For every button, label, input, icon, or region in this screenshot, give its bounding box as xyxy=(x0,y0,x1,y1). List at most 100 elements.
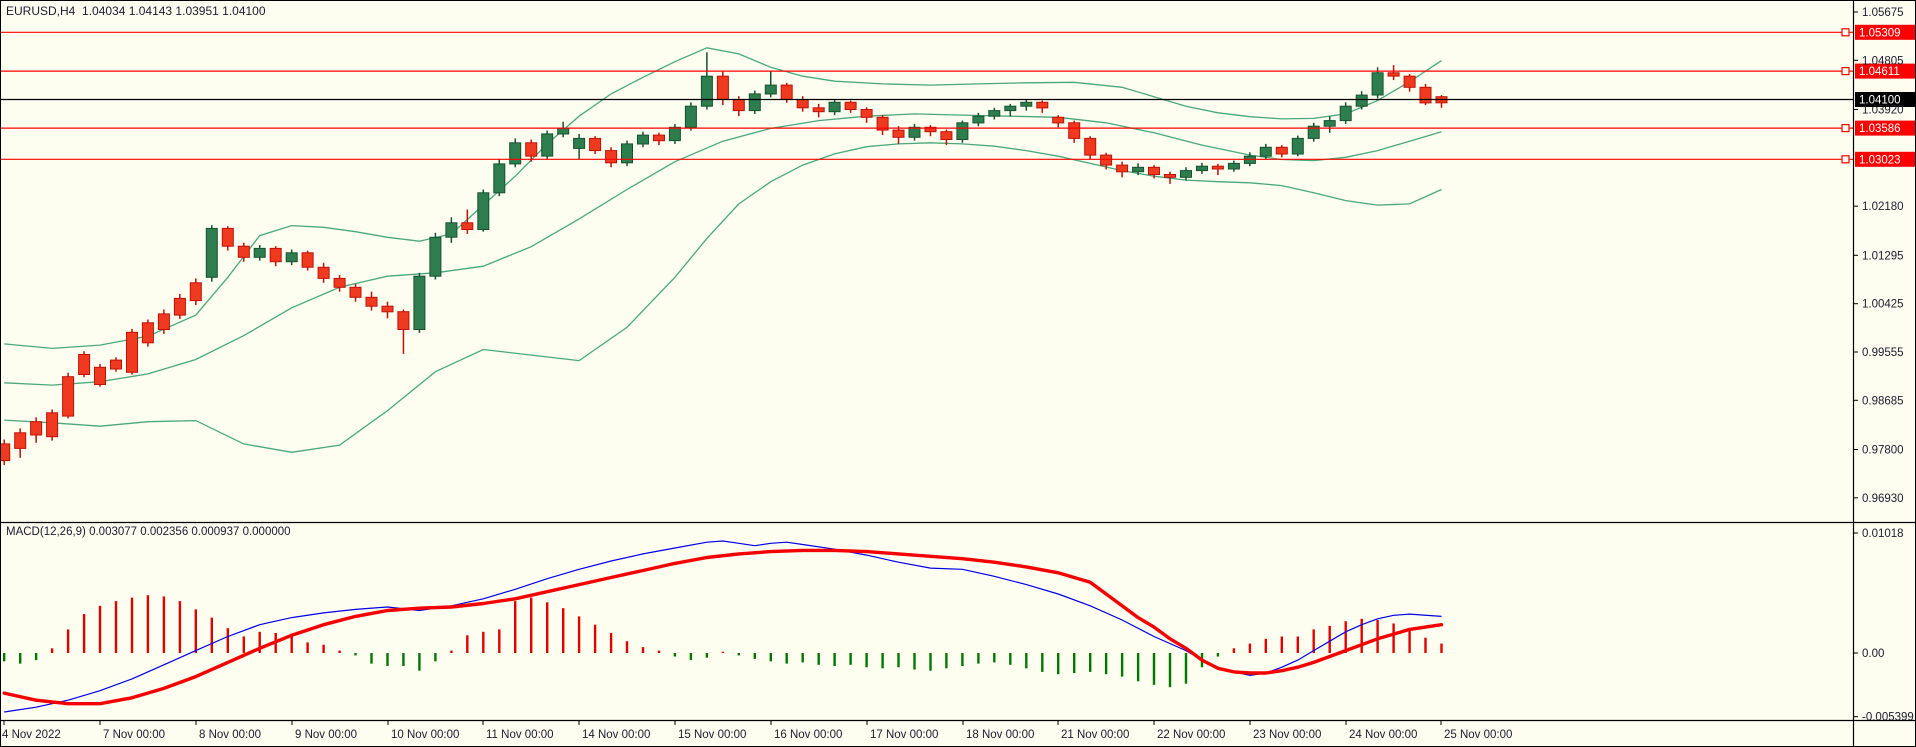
candle xyxy=(285,249,298,266)
candle-body xyxy=(1052,116,1065,124)
candle-body xyxy=(573,137,586,149)
candle xyxy=(141,319,154,347)
candle xyxy=(317,262,330,283)
candle xyxy=(365,291,378,311)
candle-body xyxy=(541,133,554,157)
date-tick-label[interactable]: 25 Nov 00:00 xyxy=(1444,729,1512,741)
candle-body xyxy=(557,127,570,135)
candle xyxy=(94,363,106,387)
candle xyxy=(844,100,857,113)
candle-body xyxy=(796,99,809,109)
candle-body xyxy=(173,297,186,316)
candle xyxy=(429,232,442,280)
candle-body xyxy=(429,236,442,277)
candle-body xyxy=(1227,162,1240,170)
candle xyxy=(110,357,122,372)
candle-body xyxy=(1291,137,1304,155)
price-line-handle[interactable] xyxy=(1841,155,1850,164)
candle xyxy=(557,121,570,138)
candle-body xyxy=(141,322,154,344)
candle xyxy=(78,351,91,378)
date-tick-label[interactable]: 21 Nov 00:00 xyxy=(1061,729,1129,741)
candle xyxy=(205,225,218,282)
date-tick-label[interactable]: 9 Nov 00:00 xyxy=(295,729,357,741)
candle-body xyxy=(349,286,362,298)
candle-body xyxy=(1084,137,1097,156)
date-tick-label[interactable]: 22 Nov 00:00 xyxy=(1157,729,1225,741)
candle-body xyxy=(30,421,43,436)
candle-body xyxy=(1419,86,1432,104)
candle xyxy=(477,189,490,232)
candle-body xyxy=(812,107,825,113)
date-tick-label[interactable]: 15 Nov 00:00 xyxy=(678,729,746,741)
candle-body xyxy=(908,126,921,138)
candle-body xyxy=(477,192,490,231)
candle-body xyxy=(525,142,538,157)
candle xyxy=(349,283,362,302)
price-tick-label: 0.99555 xyxy=(1862,347,1904,359)
candle-body xyxy=(46,412,59,438)
candle-body xyxy=(317,266,330,279)
price-line-handle[interactable] xyxy=(1841,123,1850,133)
date-tick-label[interactable]: 14 Nov 00:00 xyxy=(582,729,650,741)
date-tick-label[interactable]: 17 Nov 00:00 xyxy=(870,729,938,741)
candle-body xyxy=(110,359,122,370)
price-tick-label: 1.00425 xyxy=(1862,299,1904,311)
candle xyxy=(1036,100,1049,113)
date-tick-label[interactable]: 18 Nov 00:00 xyxy=(966,729,1034,741)
candle-body xyxy=(1323,120,1336,127)
candle xyxy=(541,130,554,160)
candle xyxy=(956,120,969,143)
date-tick-label[interactable]: 8 Nov 00:00 xyxy=(199,729,261,741)
price-line-handle[interactable] xyxy=(1841,28,1850,37)
candle xyxy=(381,301,394,319)
candle xyxy=(445,217,458,243)
candle xyxy=(876,115,889,136)
candle xyxy=(14,428,27,458)
date-tick-label[interactable]: 16 Nov 00:00 xyxy=(774,729,842,741)
candle-body xyxy=(1339,105,1352,122)
date-tick-label[interactable]: 7 Nov 00:00 xyxy=(103,729,165,741)
candle xyxy=(62,372,75,419)
candle xyxy=(30,417,43,443)
macd-histogram xyxy=(2,595,1443,688)
candle xyxy=(796,96,809,112)
candle-body xyxy=(445,222,458,238)
date-tick-label[interactable]: 11 Nov 00:00 xyxy=(486,729,554,741)
candle-body xyxy=(972,115,985,124)
candle-body xyxy=(780,84,793,100)
candle-body xyxy=(1164,174,1176,178)
candle xyxy=(668,123,681,144)
price-line-badge xyxy=(1855,151,1916,167)
candle xyxy=(1116,161,1129,178)
date-tick-label[interactable]: 4 Nov 2022 xyxy=(2,729,61,741)
candle xyxy=(397,309,410,354)
candle xyxy=(1291,135,1304,157)
candle xyxy=(748,90,761,114)
candle-body xyxy=(285,252,298,263)
candle xyxy=(1196,162,1208,174)
price-line-badge xyxy=(1855,24,1916,40)
candle xyxy=(0,439,11,466)
candle xyxy=(413,272,426,333)
candle-body xyxy=(509,142,522,165)
candle xyxy=(1275,145,1288,158)
candle xyxy=(812,103,825,118)
candle-body xyxy=(1180,170,1192,178)
price-line-handle[interactable] xyxy=(1841,66,1850,76)
candle xyxy=(1084,136,1097,160)
date-tick-label[interactable]: 24 Nov 00:00 xyxy=(1349,729,1417,741)
price-line-badge-label: 1.03586 xyxy=(1859,123,1901,135)
candle-body xyxy=(748,93,761,112)
candle xyxy=(621,140,633,167)
macd-signal-line xyxy=(2,548,1444,706)
price-line-badge-label: 1.05309 xyxy=(1859,27,1901,39)
macd-tick-label: -0.005399 xyxy=(1862,712,1914,724)
candle-body xyxy=(653,134,665,142)
date-tick-label[interactable]: 10 Nov 00:00 xyxy=(391,729,459,741)
candle xyxy=(988,107,1001,120)
date-tick-label[interactable]: 23 Nov 00:00 xyxy=(1253,729,1321,741)
candle-body xyxy=(397,311,410,331)
